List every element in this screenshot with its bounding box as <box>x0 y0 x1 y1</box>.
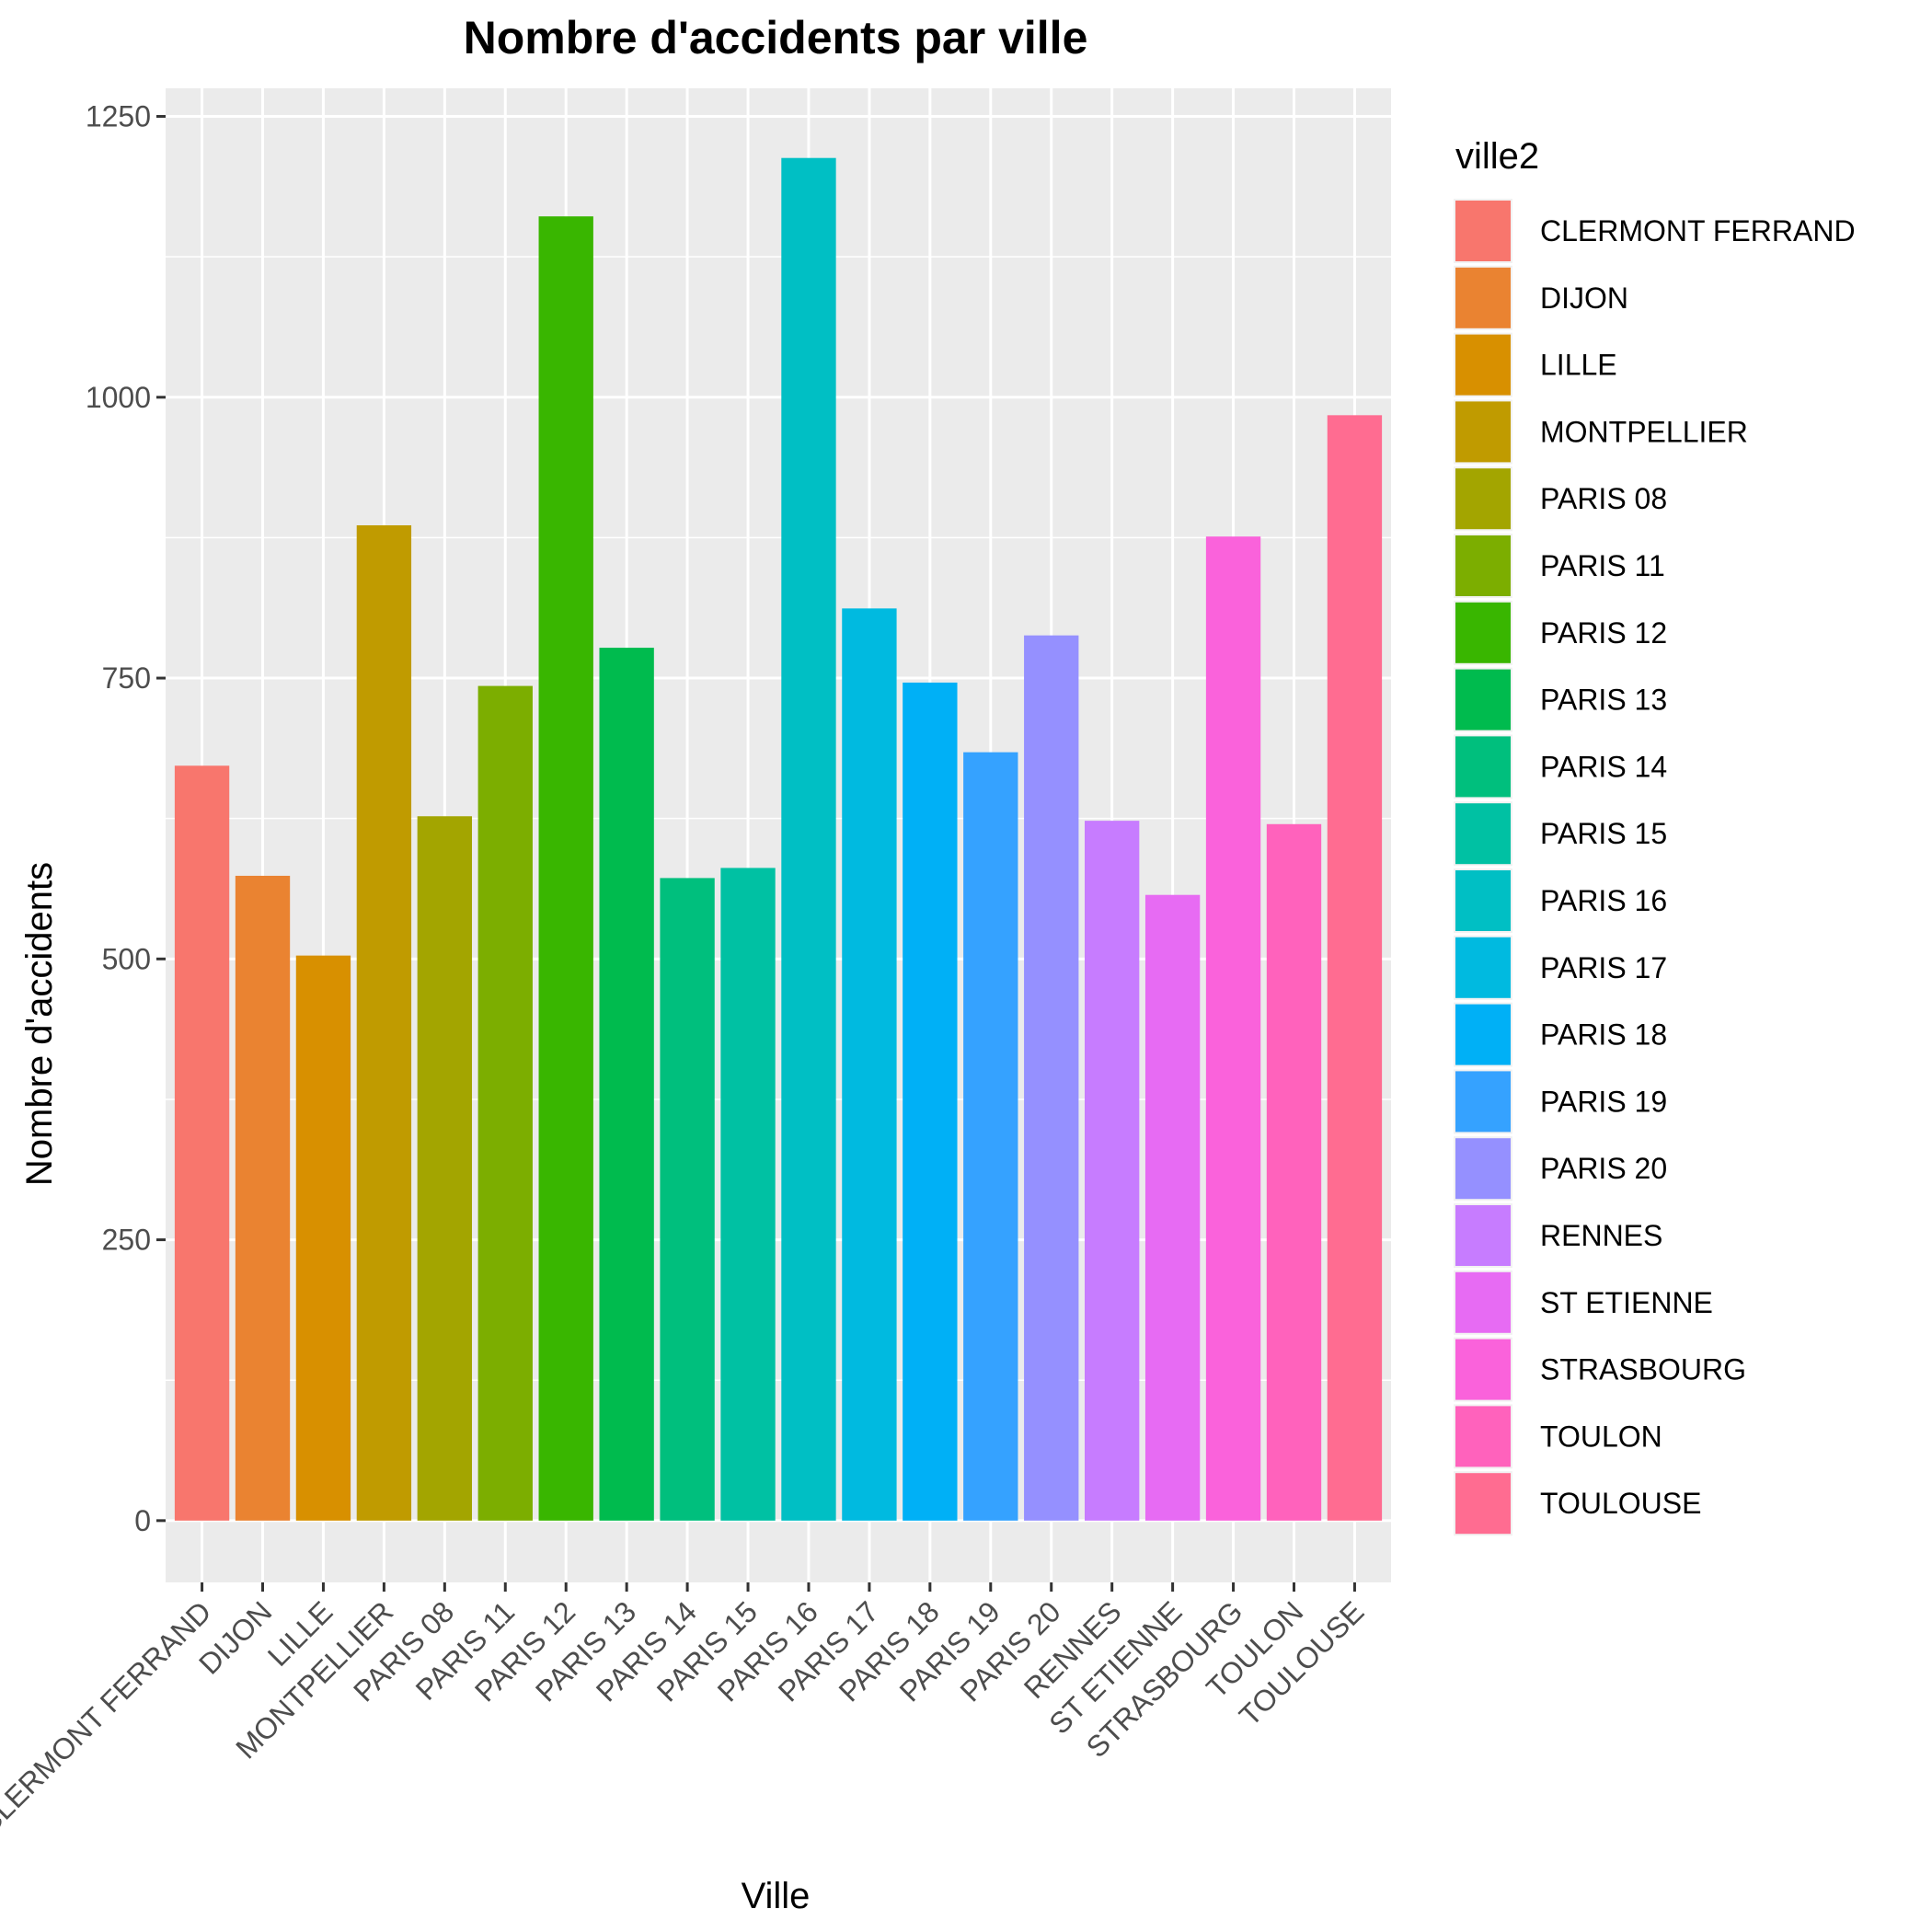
legend-label: PARIS 18 <box>1540 1018 1667 1052</box>
legend-label: PARIS 12 <box>1540 616 1667 650</box>
legend-key <box>1455 937 1511 998</box>
legend-key <box>1455 1138 1511 1200</box>
legend-label: ST ETIENNE <box>1540 1286 1713 1319</box>
bars <box>174 157 1383 1521</box>
bar <box>903 682 958 1521</box>
bar <box>1144 894 1201 1521</box>
legend-label: PARIS 08 <box>1540 482 1667 515</box>
legend-key <box>1455 201 1511 261</box>
legend-key <box>1455 1205 1511 1266</box>
legend-key <box>1455 1339 1511 1400</box>
y-tick-label: 750 <box>102 661 151 695</box>
bar <box>538 216 593 1521</box>
legend-label: PARIS 14 <box>1540 750 1667 783</box>
bar <box>660 878 715 1521</box>
legend-title: ville2 <box>1455 136 1539 177</box>
x-tick-label: CLERMONT FERRAND <box>0 1594 218 1841</box>
legend-key <box>1455 1004 1511 1065</box>
legend-key <box>1455 870 1511 931</box>
bar <box>477 685 533 1521</box>
legend: ville2 CLERMONT FERRAND DIJON LILLE MONTPEL… <box>1454 136 1856 1536</box>
legend-label: PARIS 16 <box>1540 884 1667 917</box>
legend-label: PARIS 19 <box>1540 1085 1667 1118</box>
bar <box>599 648 654 1521</box>
bar <box>417 816 472 1521</box>
bar <box>963 752 1018 1521</box>
legend-label: TOULON <box>1540 1420 1662 1453</box>
x-axis-title: Ville <box>742 1876 811 1916</box>
bar <box>295 955 351 1521</box>
bar <box>1266 823 1322 1521</box>
legend-label: PARIS 13 <box>1540 684 1667 717</box>
legend-label: DIJON <box>1540 282 1628 315</box>
legend-key <box>1455 736 1511 798</box>
bar <box>235 875 291 1521</box>
legend-label: PARIS 17 <box>1540 951 1667 984</box>
bar <box>356 524 412 1521</box>
bar <box>781 157 836 1521</box>
legend-key <box>1455 401 1511 463</box>
x-axis: CLERMONT FERRANDDIJONLILLEMONTPELLIERPAR… <box>0 1582 1370 1841</box>
y-tick-label: 0 <box>134 1504 151 1537</box>
y-tick-label: 500 <box>102 942 151 975</box>
y-tick-label: 250 <box>102 1224 151 1257</box>
bar <box>1327 415 1383 1521</box>
legend-label: RENNES <box>1540 1219 1662 1252</box>
legend-items: CLERMONT FERRAND DIJON LILLE MONTPELLIER PAR… <box>1454 199 1856 1536</box>
legend-key <box>1455 334 1511 396</box>
legend-label: TOULOUSE <box>1540 1487 1701 1520</box>
y-tick-label: 1000 <box>86 381 151 414</box>
legend-key <box>1455 1271 1511 1333</box>
y-axis: 0 250 500 750 1000 1250 <box>86 100 166 1537</box>
bar <box>720 868 776 1521</box>
legend-label: PARIS 20 <box>1540 1152 1667 1185</box>
legend-key <box>1455 468 1511 530</box>
legend-key <box>1455 669 1511 730</box>
legend-key <box>1455 1406 1511 1467</box>
legend-key <box>1455 267 1511 328</box>
y-tick-label: 1250 <box>86 100 151 133</box>
bar <box>174 765 230 1521</box>
legend-key <box>1455 602 1511 663</box>
legend-key <box>1455 535 1511 596</box>
legend-label: PARIS 15 <box>1540 817 1667 850</box>
legend-key <box>1455 1473 1511 1535</box>
y-axis-title: Nombre d'accidents <box>19 862 60 1186</box>
legend-label: STRASBOURG <box>1540 1353 1746 1386</box>
bar <box>1205 536 1261 1521</box>
legend-label: PARIS 11 <box>1540 549 1665 582</box>
legend-label: LILLE <box>1540 349 1617 382</box>
legend-label: CLERMONT FERRAND <box>1540 214 1856 247</box>
legend-label: MONTPELLIER <box>1540 415 1748 448</box>
bar <box>1024 635 1079 1521</box>
legend-key <box>1455 1071 1511 1133</box>
chart-title: Nombre d'accidents par ville <box>464 12 1088 63</box>
legend-key <box>1455 803 1511 865</box>
bar <box>842 608 897 1521</box>
bar <box>1085 821 1140 1521</box>
